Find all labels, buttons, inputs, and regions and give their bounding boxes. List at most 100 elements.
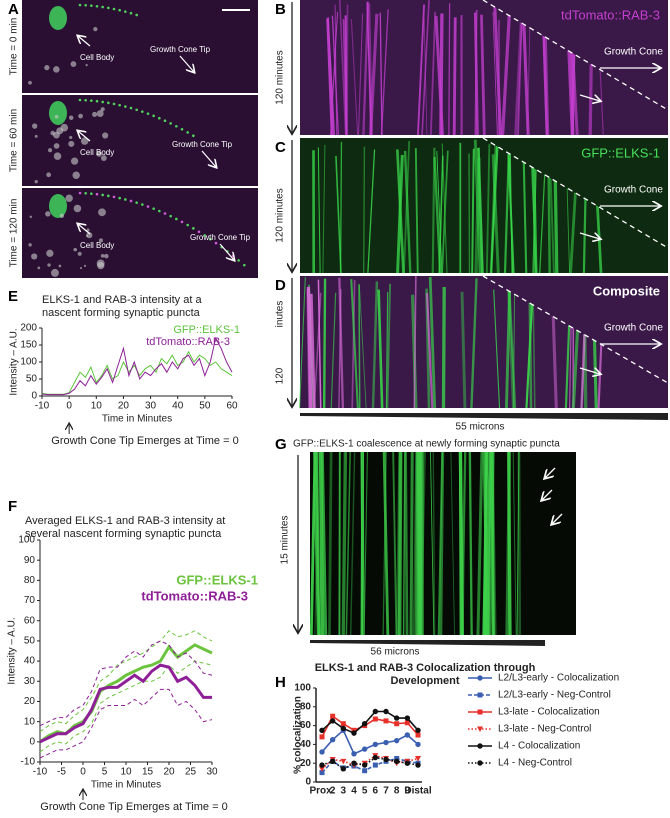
kymo-streak [413, 276, 417, 409]
autofluor [37, 266, 41, 270]
puncta [129, 106, 133, 110]
autofluor [46, 249, 54, 257]
arrow [579, 233, 600, 239]
puncta [231, 254, 235, 258]
data-point [351, 727, 357, 733]
puncta [84, 98, 87, 102]
data-point [393, 737, 400, 744]
x-tick-label: 8 [394, 786, 400, 797]
y-tick-label: 60 [24, 615, 36, 626]
puncta [95, 99, 99, 103]
puncta [112, 102, 116, 106]
kymo-streak [342, 19, 348, 136]
puncta [169, 214, 172, 218]
data-point [404, 715, 411, 721]
y-tick-label: 150 [20, 340, 37, 351]
autofluor [60, 123, 69, 132]
growth-cone-label: Growth Cone [604, 185, 663, 196]
autofluor [100, 254, 105, 258]
kymo-streak [471, 148, 475, 274]
kymo-streak [386, 283, 392, 409]
data-point [415, 732, 421, 738]
kymo-streak [362, 146, 366, 274]
puncta [135, 108, 138, 112]
kymo-streak [509, 157, 513, 274]
puncta [135, 201, 138, 204]
error-band [39, 660, 213, 753]
kymo-streak [418, 451, 422, 636]
kymo-streak [382, 451, 390, 636]
autofluor [98, 238, 104, 243]
puncta [175, 124, 178, 128]
autofluor [48, 148, 53, 153]
x-tick-label: 30 [145, 401, 157, 412]
autofluor [73, 247, 78, 252]
autofluor [31, 253, 38, 260]
kymo-streak [330, 12, 338, 136]
kymo-streak [516, 451, 520, 636]
x-tick-label: 10 [120, 767, 132, 778]
autofluor [29, 215, 33, 219]
x-tick-label: Distal [404, 786, 431, 797]
puncta [163, 212, 167, 215]
kymo-streak [299, 277, 306, 409]
puncta [78, 98, 82, 102]
kymo-streak [507, 286, 515, 409]
autofluor [79, 267, 83, 270]
error-band [39, 688, 213, 759]
puncta [141, 203, 144, 206]
autofluor [50, 268, 59, 277]
data-point [372, 762, 378, 768]
kymo-streak [382, 451, 387, 636]
autofluor [102, 132, 109, 139]
puncta [209, 237, 212, 241]
unexplored-region [483, 276, 668, 383]
legend-label: tdTomato::RAB-3 [146, 336, 230, 348]
puncta [141, 110, 144, 113]
data-point [372, 716, 378, 722]
y-axis-label: Intensity – A.U. [7, 617, 18, 684]
time-label: Time = 120 min [9, 199, 20, 268]
kymo-streak [409, 451, 414, 636]
x-tick-label: -10 [33, 767, 48, 778]
series-line [321, 710, 419, 735]
time-label: Time = 60 min [9, 109, 20, 172]
x-axis-label: Time in Minutes [102, 414, 172, 425]
growth-cone-label: Growth Cone [604, 323, 663, 334]
kymo-streak [460, 291, 467, 409]
x-tick-label: 15 [142, 767, 154, 778]
autofluor [47, 263, 51, 267]
y-tick-label: 90 [24, 555, 36, 566]
arrow [78, 131, 91, 142]
kymo-streak [322, 144, 326, 274]
autofluor [53, 152, 62, 160]
legend-marker [477, 709, 483, 715]
data-point [329, 718, 336, 724]
kymo-streak [473, 139, 482, 274]
kymo-streak [330, 292, 337, 409]
y-tick-label: 100 [18, 535, 35, 546]
puncta [90, 192, 93, 195]
x-tick-label: 5 [102, 767, 108, 778]
data-point [404, 760, 411, 766]
data-point [372, 741, 379, 748]
autofluor [28, 243, 32, 247]
kymo-streak [397, 451, 403, 636]
data-point [329, 737, 336, 743]
kymo-streak [505, 289, 512, 409]
kymo-streak [517, 13, 523, 136]
duration-label: 15 minutes [280, 516, 291, 565]
data-point [319, 762, 325, 768]
puncta [129, 199, 133, 203]
kymo-streak [470, 278, 478, 409]
data-point [394, 721, 400, 727]
data-point [383, 739, 389, 746]
autofluor [96, 151, 102, 157]
kymo-streak [392, 451, 398, 636]
kymo-streak [328, 451, 333, 636]
data-point [319, 727, 325, 733]
arrow [579, 95, 600, 101]
kymo-streak [480, 14, 486, 136]
panel-label: E [8, 288, 18, 305]
